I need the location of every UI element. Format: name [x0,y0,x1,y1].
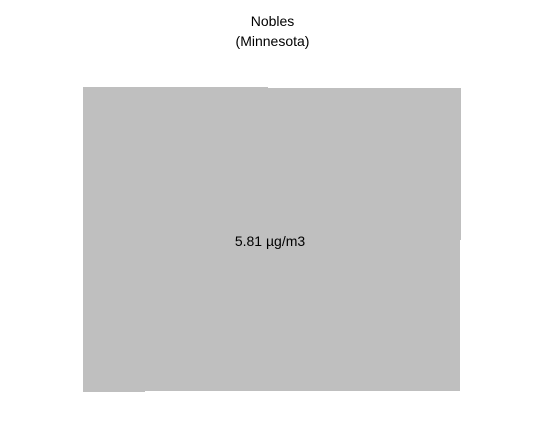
state-name: (Minnesota) [235,33,310,49]
county-name: Nobles [250,13,295,29]
map-title: Nobles (Minnesota) [0,11,545,51]
county-value-label: 5.81 µg/m3 [234,233,306,249]
county-shape [83,87,461,392]
